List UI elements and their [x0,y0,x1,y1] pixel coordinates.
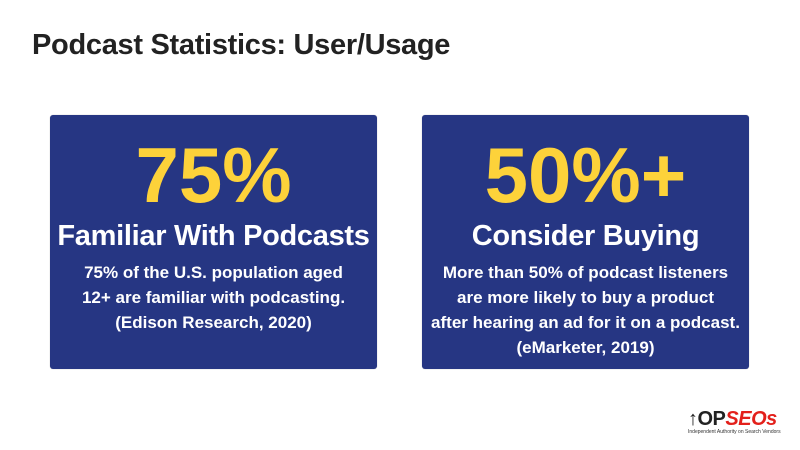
stat-heading: Familiar With Podcasts [57,220,370,252]
topseos-logo: ↑OPSEOs Independent Authority on Search … [688,409,794,435]
logo-text-seos: SEOs [725,408,777,430]
stat-heading: Consider Buying [471,220,700,252]
logo-tagline: Independent Authority on Search Vendors [688,429,781,435]
description-line: 12+ are familiar with podcasting. [81,288,346,307]
description-source: (eMarketer, 2019) [516,338,655,357]
description-line: are more likely to buy a product [457,288,714,307]
description-line: More than 50% of podcast listeners [442,263,729,282]
stat-value: 50%+ [484,131,687,219]
stat-card-familiar: 75% Familiar With Podcasts 75% of the U.… [50,115,377,369]
description-source: (Edison Research, 2020) [115,313,312,332]
description-line: 75% of the U.S. population aged [84,263,343,282]
stat-description: 75% of the U.S. population aged 12+ are … [50,260,377,335]
stat-description: More than 50% of podcast listeners are m… [422,260,749,360]
page-title: Podcast Statistics: User/Usage [32,29,451,61]
stat-card-buying: 50%+ Consider Buying More than 50% of po… [422,115,749,369]
logo-text-top: ↑OP [688,408,726,430]
description-line: after hearing an ad for it on a podcast. [431,313,740,332]
stat-value: 75% [135,131,292,219]
